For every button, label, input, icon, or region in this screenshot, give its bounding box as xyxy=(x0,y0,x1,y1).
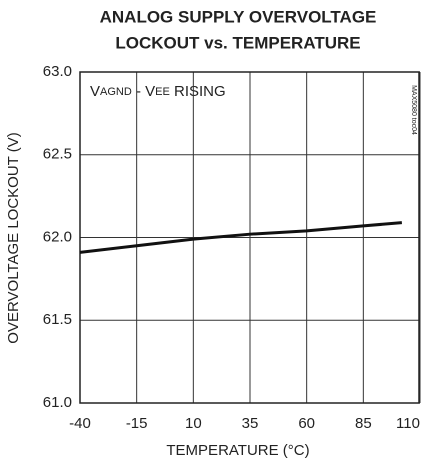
x-tick-label: 85 xyxy=(355,415,372,432)
x-tick-label: 110 xyxy=(396,415,420,432)
x-tick-label: 10 xyxy=(185,415,202,432)
annotation-part: V xyxy=(90,83,100,100)
plot-frame xyxy=(79,71,420,404)
x-tick-label: -40 xyxy=(69,415,91,432)
side-note: MAX5080 toc04 xyxy=(410,85,417,135)
x-tick-label: -15 xyxy=(126,415,148,432)
y-tick-label: 61.0 xyxy=(43,394,72,411)
x-tick-label: 35 xyxy=(242,415,259,432)
y-tick-label: 62.0 xyxy=(43,228,72,245)
annotation: VAGND - VEE RISING xyxy=(90,83,226,100)
annotation-part: EE xyxy=(155,86,170,98)
x-tick-label: 60 xyxy=(298,415,315,432)
data-line xyxy=(79,221,402,254)
y-tick-label: 63.0 xyxy=(43,63,72,80)
chart-title: ANALOG SUPPLY OVERVOLTAGE xyxy=(100,7,377,26)
x-axis-label: TEMPERATURE (°C) xyxy=(166,442,309,459)
y-axis-label: OVERVOLTAGE LOCKOUT (V) xyxy=(5,132,22,343)
annotation-part: AGND xyxy=(100,86,132,98)
chart-title: LOCKOUT vs. TEMPERATURE xyxy=(115,33,360,52)
annotation-part: - V xyxy=(132,83,155,100)
y-tick-label: 61.5 xyxy=(43,311,72,328)
y-tick-label: 62.5 xyxy=(43,146,72,163)
annotation-part: RISING xyxy=(170,83,226,100)
